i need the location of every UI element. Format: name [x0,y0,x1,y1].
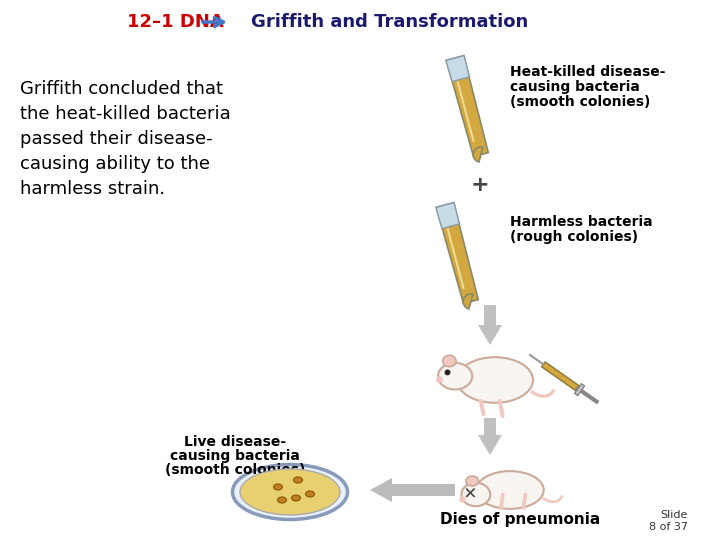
Polygon shape [478,305,502,345]
Polygon shape [473,147,483,162]
Text: Harmless bacteria: Harmless bacteria [510,215,652,229]
Ellipse shape [445,370,450,375]
Text: causing bacteria: causing bacteria [170,449,300,463]
Ellipse shape [277,497,287,503]
Polygon shape [463,294,473,309]
Polygon shape [436,202,478,303]
Polygon shape [436,202,459,228]
Text: (smooth colonies): (smooth colonies) [165,463,305,477]
Ellipse shape [462,483,490,506]
Polygon shape [478,418,502,455]
Text: Griffith and Transformation: Griffith and Transformation [251,13,528,31]
Text: causing bacteria: causing bacteria [510,80,640,94]
Ellipse shape [438,363,472,389]
Text: +: + [471,175,490,195]
Text: Slide: Slide [661,510,688,520]
Ellipse shape [476,471,544,509]
Text: (smooth colonies): (smooth colonies) [510,95,650,109]
Text: 8 of 37: 8 of 37 [649,522,688,532]
Ellipse shape [274,484,282,490]
Polygon shape [575,383,585,396]
Ellipse shape [294,477,302,483]
Text: 12–1 DNA: 12–1 DNA [127,13,223,31]
Ellipse shape [233,464,348,519]
Text: Heat-killed disease-: Heat-killed disease- [510,65,665,79]
Text: Live disease-: Live disease- [184,435,286,449]
Text: Griffith concluded that
the heat-killed bacteria
passed their disease-
causing a: Griffith concluded that the heat-killed … [20,80,230,198]
Polygon shape [446,56,469,82]
Text: Dies of pneumonia: Dies of pneumonia [440,512,600,527]
Ellipse shape [466,476,479,486]
Ellipse shape [457,357,533,403]
Polygon shape [370,478,455,502]
Ellipse shape [292,495,300,501]
Ellipse shape [443,355,456,367]
Text: (rough colonies): (rough colonies) [510,230,638,244]
Ellipse shape [305,491,315,497]
Polygon shape [446,56,488,157]
Ellipse shape [240,469,340,515]
Polygon shape [541,362,580,391]
